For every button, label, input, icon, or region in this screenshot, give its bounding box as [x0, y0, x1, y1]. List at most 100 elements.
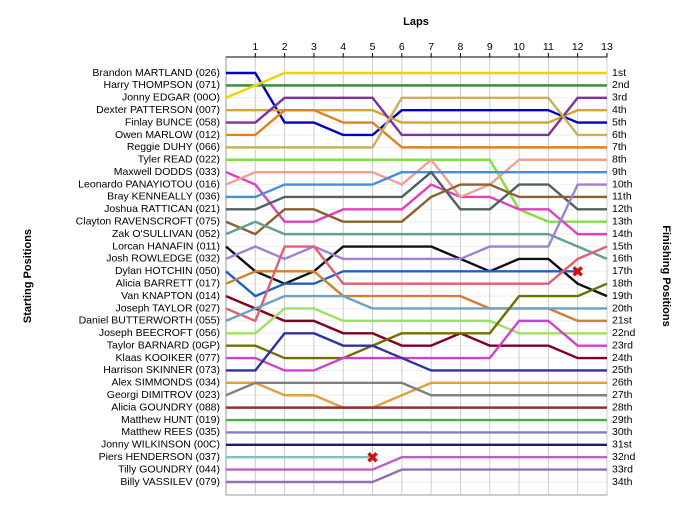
finishing-label: 13th	[612, 216, 633, 228]
finishing-label: 19th	[612, 290, 633, 302]
starting-label: Tilly GOUNDRY (044)	[118, 463, 220, 475]
driver-line	[226, 307, 607, 335]
x-tick-label: 11	[543, 41, 554, 53]
x-tick-label: 5	[370, 41, 376, 53]
driver-line	[225, 220, 608, 261]
finishing-label: 22nd	[612, 327, 636, 339]
starting-label: Dylan HOTCHIN (050)	[115, 265, 220, 277]
driver-line	[226, 332, 607, 372]
x-tick-label: 7	[428, 41, 434, 53]
driver-line	[225, 245, 608, 323]
starting-label: Bray KENNEALLY (036)	[107, 191, 220, 203]
finishing-label: 2nd	[612, 79, 630, 91]
plot-area	[225, 56, 608, 496]
starting-label: Alicia GOUNDRY (088)	[111, 401, 220, 413]
x-tick-label: 4	[340, 41, 346, 53]
starting-label: Billy VASSILEV (079)	[120, 476, 220, 488]
finishing-label: 15th	[612, 240, 633, 252]
driver-line	[226, 158, 607, 223]
x-tick-label: 8	[458, 41, 464, 53]
starting-label: Leonardo PANAYIOTOU (016)	[78, 178, 220, 190]
starting-label: Reggie DUHY (066)	[127, 141, 220, 153]
finishing-label: 26th	[612, 377, 633, 389]
finishing-label: 27th	[612, 389, 633, 401]
driver-line	[226, 468, 607, 484]
driver-line	[225, 294, 607, 360]
chart-title: Laps	[403, 16, 429, 28]
starting-label: Alicia BARRETT (017)	[116, 277, 220, 289]
finishing-label: 10th	[612, 178, 633, 190]
starting-label: Joshua RATTICAN (021)	[104, 203, 220, 215]
x-tick-label: 10	[513, 41, 525, 53]
finishing-label: 32nd	[612, 451, 636, 463]
starting-label: Maxwell DODDS (033)	[114, 166, 220, 178]
starting-label: Harrison SKINNER (073)	[103, 364, 220, 376]
driver-line	[226, 71, 607, 137]
driver-line	[226, 282, 608, 360]
finishing-label: 8th	[612, 154, 627, 166]
y2-axis-title: Finishing Positions	[660, 225, 672, 326]
finishing-label: 11th	[612, 191, 632, 203]
x-tick-label: 6	[399, 41, 405, 53]
finishing-label: 3rd	[612, 92, 627, 104]
driver-line	[226, 170, 607, 211]
x-tick-label: 13	[601, 41, 613, 53]
starting-label: Taylor BARNARD (0GP)	[107, 339, 220, 351]
starting-label: Van KNAPTON (014)	[121, 290, 220, 302]
finishing-label: 21st	[612, 315, 632, 327]
finishing-label: 5th	[612, 116, 627, 128]
starting-label: Finlay BUNCE (058)	[125, 116, 220, 128]
crash-marker	[572, 266, 583, 277]
finishing-label: 29th	[612, 414, 633, 426]
finishing-label: 6th	[612, 129, 627, 141]
finishing-label: 1st	[612, 67, 626, 79]
x-tick-label: 2	[282, 41, 288, 53]
finishing-label: 9th	[612, 166, 627, 178]
driver-line	[226, 456, 607, 471]
finishing-label: 25th	[612, 364, 633, 376]
driver-line	[225, 183, 607, 236]
finishing-label: 20th	[612, 302, 633, 314]
finishing-label: 33rd	[612, 463, 633, 475]
starting-label: Brandon MARTLAND (026)	[92, 67, 220, 79]
crash-cross	[367, 451, 378, 463]
crash-marker	[367, 451, 378, 463]
finishing-label: 18th	[612, 277, 633, 289]
starting-label: Joseph BEECROFT (056)	[99, 327, 220, 339]
finishing-label: 28th	[612, 401, 633, 413]
starting-label: Joseph TAYLOR (027)	[116, 302, 220, 314]
x-tick-label: 9	[487, 41, 493, 53]
driver-line	[225, 270, 578, 298]
starting-label: Jonny WILKINSON (00C)	[101, 439, 220, 451]
finishing-label: 14th	[612, 228, 633, 240]
starting-label: Josh ROWLEDGE (032)	[106, 253, 220, 265]
driver-line	[226, 96, 607, 149]
finishing-label: 34th	[612, 476, 633, 488]
driver-line	[225, 381, 607, 397]
finishing-label: 4th	[612, 104, 627, 116]
x-tick-label: 1	[252, 41, 258, 53]
starting-label: Alex SIMMONDS (034)	[111, 377, 220, 389]
driver-line	[226, 319, 607, 372]
finishing-label: 12th	[612, 203, 633, 215]
driver-line	[226, 108, 607, 149]
driver-line	[225, 183, 607, 261]
starting-label: Daniel BUTTERWORTH (055)	[79, 315, 220, 327]
x-tick-label: 12	[572, 41, 584, 53]
starting-label: Klaas KOOIKER (077)	[116, 352, 220, 364]
starting-label: Clayton RAVENSCROFT (075)	[76, 216, 220, 228]
driver-line	[225, 171, 607, 236]
starting-label: Georgi DIMITROV (023)	[107, 389, 220, 401]
crash-cross	[572, 266, 583, 277]
starting-label: Harry THOMPSON (071)	[104, 79, 221, 91]
starting-label: Matthew REES (035)	[121, 426, 220, 438]
finishing-label: 24th	[612, 352, 633, 364]
starting-label: Tyler READ (022)	[138, 154, 220, 166]
finishing-label: 17th	[612, 265, 633, 277]
y-axis-title: Starting Positions	[22, 229, 34, 323]
driver-line	[225, 71, 607, 99]
driver-line	[225, 294, 607, 322]
x-tick-label: 3	[311, 41, 317, 53]
starting-label: Jonny EDGAR (00O)	[122, 92, 220, 104]
